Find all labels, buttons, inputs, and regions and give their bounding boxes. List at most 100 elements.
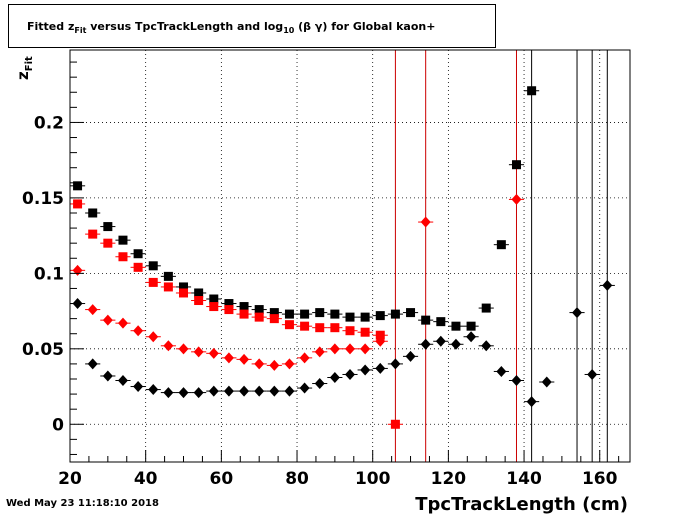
plot-frame [69, 49, 631, 463]
square-marker [88, 208, 98, 218]
series-layer [70, 86, 615, 429]
diamond-marker [87, 304, 98, 316]
diamond-marker [72, 298, 83, 310]
diamond-marker [481, 340, 492, 352]
square-marker [73, 181, 83, 191]
y-axis-title-sub: Fit [24, 56, 35, 71]
diamond-marker [511, 375, 522, 387]
x-tick-label: 160 [582, 469, 618, 489]
vertical-lines-layer [394, 50, 608, 462]
title-middle: versus TpcTrackLength and log [86, 20, 284, 33]
diamond-marker [360, 364, 371, 376]
diamond-marker [450, 338, 461, 350]
square-marker [179, 288, 189, 298]
diamond-marker [299, 382, 310, 394]
diamond-marker [375, 335, 386, 347]
diamond-marker [148, 331, 159, 343]
square-marker [133, 249, 143, 259]
square-marker [269, 308, 279, 318]
square-marker [209, 302, 219, 312]
square-marker [133, 262, 143, 272]
diamond-marker [511, 193, 522, 205]
diamond-marker [269, 385, 280, 397]
square-marker [224, 299, 234, 309]
square-marker [451, 321, 461, 331]
diamond-marker [329, 371, 340, 383]
y-tick-label: 0.05 [22, 340, 64, 360]
square-marker [527, 86, 537, 96]
square-marker [284, 309, 294, 319]
square-marker [315, 323, 325, 333]
diamond-marker [117, 317, 128, 329]
square-marker [284, 320, 294, 330]
square-marker [209, 294, 219, 304]
square-marker [481, 303, 491, 313]
diamond-marker [254, 358, 265, 370]
title-box: Fitted zFit versus TpcTrackLength and lo… [8, 4, 496, 48]
diamond-marker [360, 343, 371, 355]
square-marker [406, 308, 416, 318]
square-marker [73, 199, 83, 209]
square-marker [118, 235, 128, 245]
diamond-marker [526, 396, 537, 408]
square-marker [315, 308, 325, 318]
square-marker [511, 160, 521, 170]
square-marker [421, 315, 431, 325]
square-marker [179, 282, 189, 292]
x-tick-label: 140 [506, 469, 542, 489]
square-marker [390, 419, 400, 429]
diamond-marker [405, 350, 416, 362]
timestamp: Wed May 23 11:18:10 2018 [6, 498, 159, 509]
square-marker [194, 296, 204, 306]
diamond-marker [178, 387, 189, 399]
title-middle-sub: 10 [283, 26, 295, 36]
diamond-marker [87, 358, 98, 370]
diamond-marker [420, 338, 431, 350]
diamond-marker [375, 362, 386, 374]
square-marker [330, 323, 340, 333]
diamond-marker [299, 352, 310, 364]
square-marker [148, 277, 158, 287]
square-marker [330, 309, 340, 319]
y-tick-label: 0.1 [34, 264, 64, 284]
square-marker [269, 314, 279, 324]
grid-layer [70, 50, 630, 462]
diamond-marker [602, 279, 613, 291]
diamond-marker [496, 365, 507, 377]
diamond-marker [345, 343, 355, 355]
square-marker [103, 238, 113, 248]
square-marker [239, 309, 249, 319]
y-tick-label: 0.2 [34, 113, 64, 133]
x-tick-label: 40 [134, 469, 158, 489]
x-tick-label: 100 [355, 469, 391, 489]
series-3 [70, 279, 615, 408]
chart-title: Fitted zFit versus TpcTrackLength and lo… [27, 20, 435, 35]
square-marker [148, 261, 158, 271]
square-marker [345, 312, 355, 322]
series-2 [70, 193, 525, 371]
square-marker [496, 240, 506, 250]
y-axis-title: zFit [14, 56, 35, 80]
diamond-marker [208, 385, 219, 397]
square-marker [360, 312, 370, 322]
series-1 [70, 199, 403, 429]
square-marker [163, 271, 173, 281]
series-0 [70, 86, 540, 331]
diamond-marker [163, 387, 174, 399]
diamond-marker [193, 387, 204, 399]
square-marker [163, 282, 173, 292]
diamond-marker [163, 340, 174, 352]
diamond-marker [269, 359, 280, 371]
diamond-marker [72, 264, 83, 276]
diamond-marker [117, 375, 128, 387]
diamond-marker [390, 358, 401, 370]
diamond-marker [466, 331, 477, 343]
title-suffix: (β γ) for Global kaon+ [294, 20, 436, 33]
diamond-marker [587, 368, 598, 380]
diamond-marker [223, 385, 234, 397]
square-marker [466, 321, 476, 331]
diamond-marker [284, 385, 295, 397]
square-marker [300, 321, 310, 331]
diamond-marker [133, 381, 144, 393]
